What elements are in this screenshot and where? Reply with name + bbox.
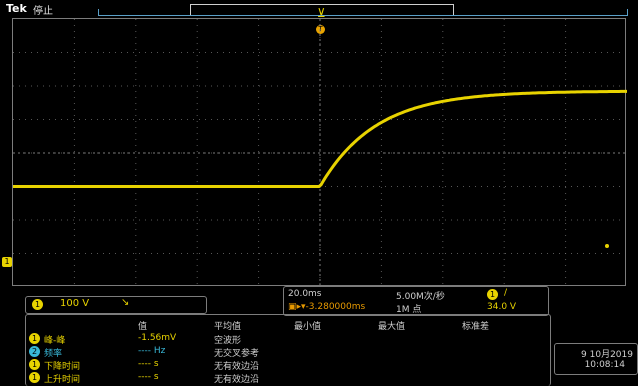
- measurement-source-badge: 1: [29, 333, 40, 344]
- header-value: 值: [138, 322, 148, 332]
- measurements-panel[interactable]: 值 平均值 最小值 最大值 标准差 1 峰-峰 -1.56mV 空波形 2 频率…: [25, 314, 551, 386]
- offscreen-indicator-icon: [605, 244, 609, 248]
- measurement-row[interactable]: 1 下降时间 ---- s 无有效边沿: [26, 359, 550, 372]
- record-length: 1M 点: [396, 305, 422, 315]
- header-max: 最大值: [378, 322, 406, 332]
- measurement-mean: 无有效边沿: [214, 375, 260, 385]
- time-label: 10:08:14: [584, 360, 625, 370]
- datetime-readout[interactable]: 9 10月2019 10:08:14: [554, 343, 638, 375]
- acquisition-readout[interactable]: 20.0ms 5.00M次/秒 1 / ▣▸▾-3.280000ms 1M 点 …: [283, 286, 549, 316]
- record-view-window[interactable]: [190, 4, 454, 15]
- record-overview-bar: [98, 9, 628, 16]
- measurement-name: 上升时间: [44, 375, 81, 385]
- header-stddev: 标准差: [462, 322, 490, 332]
- measurement-source-badge: 1: [29, 372, 40, 383]
- trigger-source-badge: 1: [487, 289, 498, 300]
- measurement-value: ---- s: [138, 359, 159, 369]
- measurement-source-badge: 1: [29, 359, 40, 370]
- time-per-div: 20.0ms: [288, 289, 322, 299]
- graticule[interactable]: [12, 18, 627, 287]
- waveform-display: [13, 19, 627, 287]
- measurement-row[interactable]: 1 上升时间 ---- s 无有效边沿: [26, 372, 550, 385]
- ch1-scale: 100 V: [60, 298, 90, 309]
- bandwidth-limit-icon: ↘: [121, 297, 130, 308]
- measurement-value: ---- Hz: [138, 346, 166, 356]
- measurement-name: 频率: [44, 349, 63, 359]
- top-bar: Tek 停止 ⊻: [0, 0, 638, 20]
- trigger-position-icon[interactable]: ⊻: [317, 6, 326, 20]
- measurement-mean: 无交叉参考: [214, 349, 260, 359]
- horizontal-position: ▣▸▾-3.280000ms: [288, 302, 366, 312]
- ch1-badge: 1: [32, 299, 43, 310]
- measurement-value: ---- s: [138, 372, 159, 382]
- ch1-waveform-trace: [13, 89, 627, 188]
- measurement-name: 峰-峰: [44, 336, 66, 346]
- run-state-label[interactable]: 停止: [33, 6, 53, 17]
- ch1-ground-marker[interactable]: 1: [2, 257, 12, 267]
- ch1-settings-readout[interactable]: 1 100 V ↘: [25, 296, 207, 314]
- measurement-name: 下降时间: [44, 362, 81, 372]
- measurement-mean: 无有效边沿: [214, 362, 260, 372]
- sample-rate: 5.00M次/秒: [396, 292, 445, 302]
- trigger-level: 34.0 V: [487, 302, 517, 312]
- measurement-source-badge: 2: [29, 346, 40, 357]
- header-mean: 平均值: [214, 322, 242, 332]
- brand-logo: Tek: [6, 2, 27, 15]
- measurement-row[interactable]: 1 峰-峰 -1.56mV 空波形: [26, 333, 550, 346]
- date-label: 9 10月2019: [581, 350, 633, 360]
- header-min: 最小值: [294, 322, 322, 332]
- measurement-value: -1.56mV: [138, 333, 177, 343]
- measurement-mean: 空波形: [214, 336, 242, 346]
- measurement-row[interactable]: 2 频率 ---- Hz 无交叉参考: [26, 346, 550, 359]
- trigger-slope-icon: /: [504, 288, 508, 298]
